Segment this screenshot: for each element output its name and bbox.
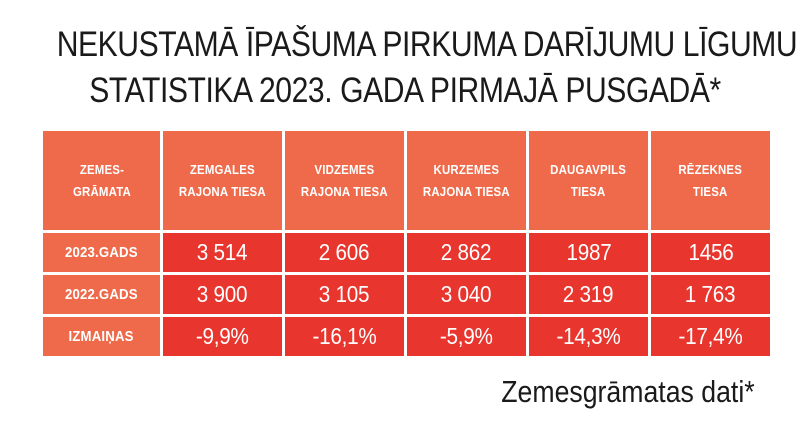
- corner-header-line-2: GRĀMATA: [72, 183, 131, 199]
- table-cell: 3 040: [404, 272, 529, 317]
- table-row-2023: 2023.GADS 3 514 2 606 2 862 1987 1456: [40, 230, 773, 275]
- column-header-line-1: ZEMGALES: [190, 161, 255, 177]
- cell-value: -16,1%: [312, 323, 377, 349]
- column-header-daugavpils: DAUGAVPILS TIESA: [526, 128, 651, 233]
- column-header-line-2: TIESA: [571, 183, 606, 199]
- column-header-line-1: DAUGAVPILS: [550, 161, 627, 177]
- column-header-label: RĒZEKNES TIESA: [679, 159, 743, 203]
- header-row: ZEMES- GRĀMATA ZEMGALES RAJONA TIESA VID…: [40, 128, 773, 233]
- table-cell: 3 900: [160, 272, 285, 317]
- table-row-2022: 2022.GADS 3 900 3 105 3 040 2 319 1 763: [40, 272, 773, 317]
- column-header-label: KURZEMES RAJONA TIESA: [423, 159, 510, 203]
- table-cell: -9,9%: [160, 314, 285, 359]
- cell-value: -9,9%: [196, 323, 249, 349]
- column-header-line-2: RAJONA TIESA: [179, 183, 266, 199]
- cell-value: -17,4%: [678, 323, 743, 349]
- corner-header-label: ZEMES- GRĀMATA: [73, 159, 131, 203]
- corner-header-line-1: ZEMES-: [79, 161, 124, 177]
- table-cell: 1456: [648, 230, 773, 275]
- row-label-text: 2023.GADS: [65, 243, 138, 261]
- cell-value: 2 862: [441, 239, 492, 265]
- table-cell: 3 105: [282, 272, 407, 317]
- chart-title: NEKUSTAMĀ ĪPAŠUMA PIRKUMA DARĪJUMU LĪGUM…: [56, 22, 798, 114]
- corner-header-cell: ZEMES- GRĀMATA: [40, 128, 163, 233]
- row-label-text: 2022.GADS: [65, 285, 138, 303]
- table-cell: -14,3%: [526, 314, 651, 359]
- cell-value: -14,3%: [556, 323, 621, 349]
- cell-value: 1456: [688, 239, 733, 265]
- cell-value: 2 606: [319, 239, 370, 265]
- table-row-change: IZMAIŅAS -9,9% -16,1% -5,9% -14,3% -17,4…: [40, 314, 773, 359]
- column-header-zemgales: ZEMGALES RAJONA TIESA: [160, 128, 285, 233]
- row-label: 2023.GADS: [40, 230, 163, 275]
- column-header-line-1: RĒZEKNES: [678, 161, 743, 177]
- table-cell: 2 319: [526, 272, 651, 317]
- cell-value: 3 105: [319, 281, 370, 307]
- table-cell: 1 763: [648, 272, 773, 317]
- column-header-kurzemes: KURZEMES RAJONA TIESA: [404, 128, 529, 233]
- column-header-label: ZEMGALES RAJONA TIESA: [179, 159, 266, 203]
- row-label-text: IZMAIŅAS: [68, 327, 135, 345]
- column-header-label: DAUGAVPILS TIESA: [551, 159, 627, 203]
- row-label: IZMAIŅAS: [40, 314, 163, 359]
- table-cell: 2 606: [282, 230, 407, 275]
- table-cell: -16,1%: [282, 314, 407, 359]
- column-header-line-1: VIDZEMES: [314, 161, 375, 177]
- cell-value: 3 040: [441, 281, 492, 307]
- row-label: 2022.GADS: [40, 272, 163, 317]
- column-header-vidzemes: VIDZEMES RAJONA TIESA: [282, 128, 407, 233]
- column-header-label: VIDZEMES RAJONA TIESA: [301, 159, 388, 203]
- title-line-2: STATISTIKA 2023. GADA PIRMAJĀ PUSGADĀ*: [89, 71, 721, 110]
- table-cell: -5,9%: [404, 314, 529, 359]
- cell-value: 2 319: [563, 281, 614, 307]
- column-header-line-2: TIESA: [693, 183, 728, 199]
- cell-value: 1987: [566, 239, 611, 265]
- cell-value: 3 900: [197, 281, 248, 307]
- cell-value: 1 763: [685, 281, 736, 307]
- title-line-1: NEKUSTAMĀ ĪPAŠUMA PIRKUMA DARĪJUMU LĪGUM…: [56, 25, 798, 64]
- source-note: Zemesgrāmatas dati*: [501, 374, 755, 409]
- table-cell: 3 514: [160, 230, 285, 275]
- table-cell: 1987: [526, 230, 651, 275]
- statistics-table: ZEMES- GRĀMATA ZEMGALES RAJONA TIESA VID…: [40, 128, 773, 359]
- column-header-line-2: RAJONA TIESA: [423, 183, 510, 199]
- cell-value: -5,9%: [440, 323, 493, 349]
- table-cell: 2 862: [404, 230, 529, 275]
- column-header-rezeknes: RĒZEKNES TIESA: [648, 128, 773, 233]
- cell-value: 3 514: [197, 239, 248, 265]
- column-header-line-1: KURZEMES: [433, 161, 500, 177]
- table-cell: -17,4%: [648, 314, 773, 359]
- column-header-line-2: RAJONA TIESA: [301, 183, 388, 199]
